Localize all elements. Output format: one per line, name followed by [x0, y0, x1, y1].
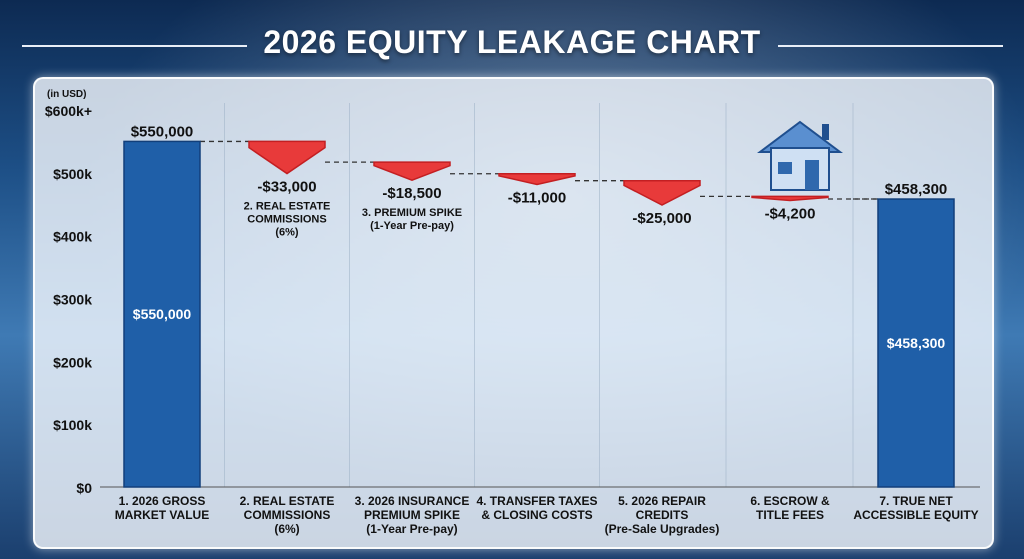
y-tick-label: $400k	[53, 229, 92, 245]
bar-description-label: (6%)	[275, 227, 299, 239]
x-category-label: 5. 2026 REPAIR	[618, 494, 706, 508]
x-category-label: COMMISSIONS	[244, 508, 331, 522]
bar-value-label: -$18,500	[382, 185, 441, 202]
title-rule-right	[778, 45, 1003, 47]
bar-inner-label: $550,000	[133, 306, 192, 322]
x-category-label: PREMIUM SPIKE	[364, 508, 460, 522]
y-tick-label: $100k	[53, 417, 92, 433]
x-category-label: (Pre-Sale Upgrades)	[605, 522, 720, 536]
total-bar	[877, 198, 955, 488]
decrease-arrow-bar	[751, 195, 829, 202]
bar-value-label: -$4,200	[765, 205, 816, 222]
y-tick-label: $200k	[53, 354, 92, 370]
chart-title: 2026 EQUITY LEAKAGE CHART	[0, 24, 1024, 61]
x-category-label: 3. 2026 INSURANCE	[355, 494, 470, 508]
bar-value-label: -$33,000	[257, 179, 316, 196]
y-tick-label: $600k+	[45, 103, 92, 119]
x-category-label: (1-Year Pre-pay)	[366, 522, 457, 536]
x-category-label: & CLOSING COSTS	[481, 508, 592, 522]
x-category-label: 7. TRUE NET	[879, 494, 953, 508]
bar-value-label: -$25,000	[632, 210, 691, 227]
x-category-label: 4. TRANSFER TAXES	[476, 494, 597, 508]
bar-description-label: 3. PREMIUM SPIKE	[362, 207, 462, 219]
x-category-label: ACCESSIBLE EQUITY	[853, 508, 978, 522]
x-category-label: (6%)	[274, 522, 299, 536]
total-bar	[123, 140, 201, 488]
decrease-arrow-bar	[373, 161, 451, 181]
bar-description-label: COMMISSIONS	[247, 214, 326, 226]
bar-value-label: -$11,000	[508, 189, 566, 206]
title-rule-left	[22, 45, 247, 47]
decrease-arrow-bar	[498, 173, 576, 186]
x-category-label: MARKET VALUE	[115, 508, 209, 522]
x-category-label: CREDITS	[636, 508, 689, 522]
x-category-label: 2. REAL ESTATE	[240, 494, 335, 508]
y-tick-label: $300k	[53, 292, 92, 308]
y-tick-label: $0	[76, 480, 92, 496]
house-icon	[757, 120, 843, 191]
decrease-arrow-bar	[248, 140, 326, 175]
bar-inner-label: $458,300	[887, 335, 946, 351]
bar-top-label: $550,000	[131, 123, 194, 140]
x-category-label: 6. ESCROW &	[750, 494, 830, 508]
decrease-arrow-bar	[623, 179, 701, 206]
x-category-label: TITLE FEES	[756, 508, 824, 522]
bar-description-label: (1-Year Pre-pay)	[370, 220, 454, 232]
bar-description-label: 2. REAL ESTATE	[244, 201, 331, 213]
y-tick-label: $500k	[53, 166, 92, 182]
x-category-label: 1. 2026 GROSS	[119, 494, 206, 508]
bar-top-label: $458,300	[885, 181, 948, 198]
chart-title-text: 2026 EQUITY LEAKAGE CHART	[263, 24, 761, 60]
y-unit-label: (in USD)	[47, 89, 86, 100]
